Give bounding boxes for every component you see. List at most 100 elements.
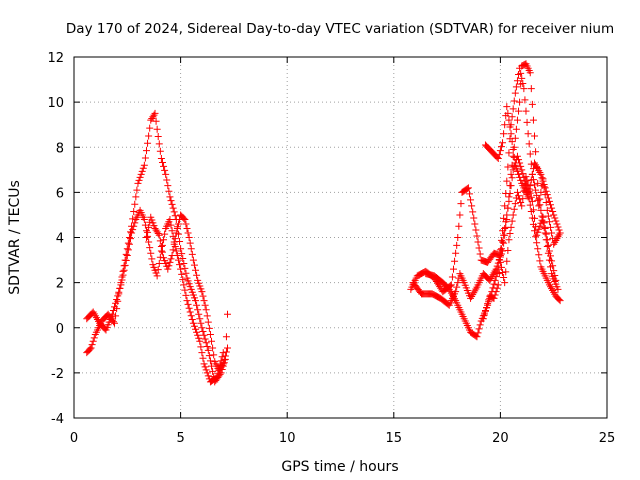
data-point bbox=[545, 247, 553, 255]
data-point bbox=[536, 195, 544, 203]
data-point bbox=[506, 230, 514, 238]
data-point bbox=[480, 311, 488, 319]
data-point bbox=[123, 245, 131, 253]
data-point bbox=[455, 222, 463, 230]
data-point bbox=[165, 187, 173, 195]
data-point bbox=[495, 270, 503, 278]
data-point bbox=[544, 194, 552, 202]
data-point bbox=[522, 107, 530, 115]
data-point bbox=[507, 130, 515, 138]
data-point bbox=[151, 109, 159, 117]
data-point bbox=[529, 206, 537, 214]
data-point bbox=[449, 265, 457, 273]
data-point bbox=[517, 176, 525, 184]
x-tick-label: 20 bbox=[492, 431, 509, 446]
data-point bbox=[494, 155, 502, 163]
data-point bbox=[145, 223, 153, 231]
data-point bbox=[483, 303, 491, 311]
data-point bbox=[547, 252, 555, 260]
data-point bbox=[153, 272, 161, 280]
data-point bbox=[205, 352, 213, 360]
data-point bbox=[178, 250, 186, 258]
data-point bbox=[196, 315, 204, 323]
data-point bbox=[166, 258, 174, 266]
data-point bbox=[505, 193, 513, 201]
data-point bbox=[492, 288, 500, 296]
data-point bbox=[505, 116, 513, 124]
data-point bbox=[515, 107, 523, 115]
data-point bbox=[503, 103, 511, 111]
data-point bbox=[501, 121, 509, 129]
data-point bbox=[479, 315, 487, 323]
data-point bbox=[145, 132, 153, 140]
data-point bbox=[516, 64, 524, 72]
data-point bbox=[116, 285, 124, 293]
data-point bbox=[536, 222, 544, 230]
data-point bbox=[549, 262, 557, 270]
data-point bbox=[547, 201, 555, 209]
data-point bbox=[531, 214, 539, 222]
x-tick-label: 5 bbox=[176, 431, 184, 446]
data-point bbox=[504, 163, 512, 171]
data-point bbox=[203, 369, 211, 377]
data-point bbox=[87, 344, 95, 352]
data-point bbox=[188, 250, 196, 258]
data-point bbox=[185, 234, 193, 241]
data-point bbox=[199, 354, 207, 362]
data-point bbox=[193, 271, 201, 279]
data-point bbox=[90, 334, 98, 342]
data-point bbox=[163, 176, 171, 184]
data-point bbox=[120, 266, 128, 274]
data-point bbox=[183, 297, 191, 305]
data-point bbox=[119, 271, 127, 279]
data-point bbox=[222, 333, 230, 341]
data-point bbox=[190, 322, 198, 330]
data-point bbox=[520, 85, 528, 93]
data-point bbox=[496, 258, 504, 266]
data-point bbox=[474, 238, 482, 246]
data-point bbox=[161, 166, 169, 174]
data-point bbox=[540, 219, 548, 227]
data-point bbox=[133, 186, 141, 194]
data-point bbox=[531, 181, 539, 189]
data-point bbox=[499, 238, 507, 246]
data-point bbox=[524, 181, 532, 189]
data-point bbox=[511, 134, 519, 142]
data-point bbox=[157, 243, 165, 251]
data-point bbox=[497, 263, 505, 271]
data-point bbox=[484, 300, 492, 308]
data-point bbox=[548, 257, 556, 265]
data-point bbox=[213, 373, 221, 381]
data-point bbox=[188, 315, 196, 323]
data-point bbox=[499, 268, 507, 276]
data-point bbox=[168, 252, 176, 260]
data-point bbox=[523, 118, 531, 126]
data-point bbox=[125, 234, 133, 241]
data-point bbox=[552, 276, 560, 284]
data-point bbox=[200, 331, 208, 339]
data-point bbox=[543, 206, 551, 214]
data-point bbox=[494, 265, 502, 273]
data-point bbox=[219, 360, 227, 368]
y-axis-label: SDTVAR / TECUs bbox=[7, 180, 23, 295]
data-point bbox=[200, 360, 208, 368]
data-point bbox=[555, 296, 563, 304]
data-point bbox=[540, 180, 548, 188]
data-point bbox=[126, 235, 134, 243]
data-point bbox=[124, 246, 132, 254]
data-point bbox=[548, 204, 556, 212]
data-point bbox=[125, 240, 133, 248]
data-point bbox=[527, 160, 535, 168]
data-point bbox=[553, 220, 561, 228]
x-axis-label: GPS time / hours bbox=[281, 459, 398, 475]
data-point bbox=[154, 230, 162, 238]
data-point bbox=[476, 321, 484, 329]
data-point bbox=[516, 159, 524, 167]
data-point bbox=[511, 200, 519, 208]
data-point bbox=[180, 214, 188, 222]
data-point bbox=[166, 193, 174, 201]
data-point bbox=[164, 265, 172, 273]
data-point bbox=[476, 250, 484, 258]
data-point bbox=[500, 214, 508, 222]
data-point bbox=[457, 200, 465, 208]
